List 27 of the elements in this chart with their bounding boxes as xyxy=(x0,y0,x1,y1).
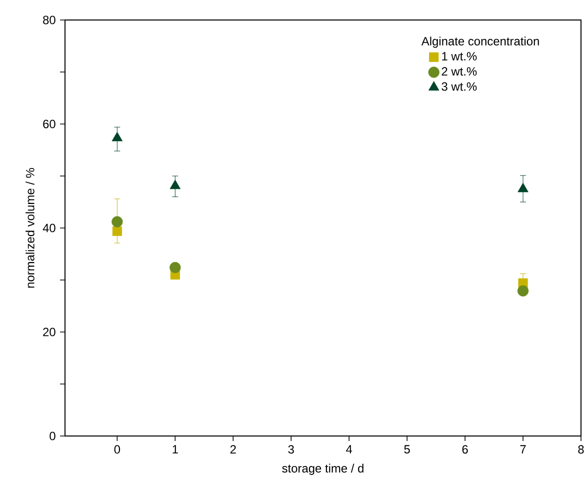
y-axis-title: normalized volume / % xyxy=(26,168,34,288)
legend-title: Alginate concentration xyxy=(421,36,539,48)
point xyxy=(518,182,528,192)
legend-label: 2 wt.% xyxy=(442,67,477,76)
x-tick-label: 7 xyxy=(520,445,526,454)
point xyxy=(170,180,181,190)
x-tick-label: 6 xyxy=(462,445,468,454)
x-tick-label: 8 xyxy=(578,445,584,454)
y-tick-label: 80 xyxy=(43,16,56,24)
legend-label: 3 wt.% xyxy=(442,82,477,91)
point xyxy=(112,216,123,228)
point xyxy=(170,262,181,274)
x-tick-label: 0 xyxy=(114,445,120,454)
x-tick-label: 4 xyxy=(346,445,352,454)
y-tick-label: 40 xyxy=(42,224,56,232)
point xyxy=(517,285,529,296)
x-tick-label: 3 xyxy=(288,445,294,454)
x-axis-title: storage time / d xyxy=(282,464,364,475)
x-tick-label: 2 xyxy=(230,445,236,454)
x-tick-label: 5 xyxy=(404,445,410,454)
y-tick-label: 60 xyxy=(43,120,56,128)
x-tick-label: 1 xyxy=(172,445,178,454)
legend-label: 1 wt.% xyxy=(442,52,477,60)
y-tick-label: 20 xyxy=(43,328,56,336)
point xyxy=(112,132,123,142)
point xyxy=(112,226,122,236)
y-tick-label: 0 xyxy=(50,432,56,440)
